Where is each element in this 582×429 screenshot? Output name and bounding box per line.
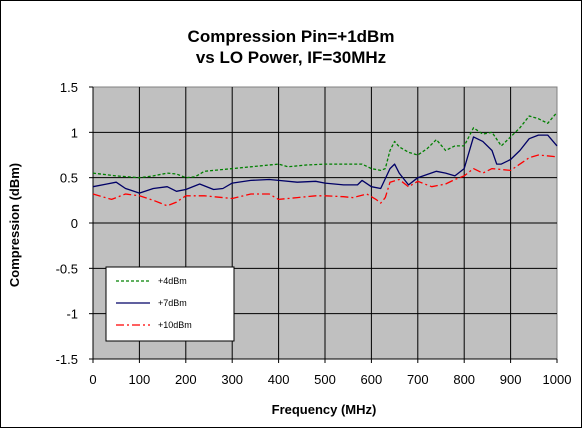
x-tick-label: 700 [407,372,429,387]
y-tick-label: 1 [71,125,78,140]
series-line-1 [92,111,558,179]
y-tick-label: 0 [71,216,78,231]
legend-label-2: +7dBm [158,298,187,308]
y-axis-label: Compression (dBm) [7,163,22,287]
series-line-3 [92,154,558,207]
x-tick-label: 400 [268,372,290,387]
legend-label-1: +4dBm [158,276,187,286]
x-axis-label: Frequency (MHz) [272,402,377,417]
x-tick-label: 800 [453,372,475,387]
x-tick-label: 0 [89,372,96,387]
legend-box [105,266,235,342]
plot-layer: 0 100 200 300 400 500 600 700 800 900 1000 1.5 1 0.5 0… [56,80,572,387]
series-line-2 [92,134,558,194]
y-tick-label: -0.5 [56,261,78,276]
chart-title-line2: vs LO Power, IF=30MHz [196,48,386,67]
y-tick-label: 1.5 [60,80,78,95]
y-tick-label: -1.5 [56,352,78,367]
chart-title-line1: Compression Pin=+1dBm [188,27,395,46]
x-tick-label: 200 [175,372,197,387]
y-tick-label: 0.5 [60,171,78,186]
x-tick-label: 1000 [543,372,572,387]
x-tick-label: 500 [314,372,336,387]
x-tick-label: 300 [221,372,243,387]
x-tick-label: 600 [361,372,383,387]
legend-label-3: +10dBm [158,320,192,330]
x-tick-label: 100 [129,372,151,387]
y-tick-label: -1 [66,307,78,322]
x-tick-label: 900 [500,372,522,387]
